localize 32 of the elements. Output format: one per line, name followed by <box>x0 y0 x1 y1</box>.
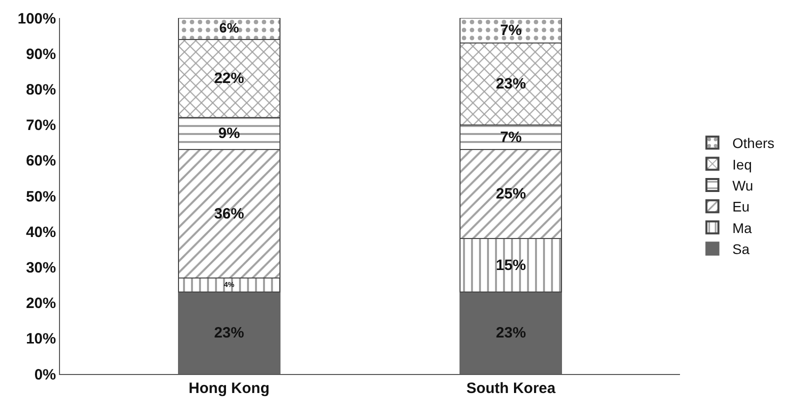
y-tick-label: 100% <box>18 10 56 28</box>
bar <box>460 292 562 374</box>
data-label: 7% <box>500 128 522 146</box>
y-tick-label: 80% <box>26 81 56 98</box>
y-tick-label: 0% <box>34 366 56 384</box>
text: Ma <box>732 220 752 236</box>
y-tick-label: 20% <box>26 295 56 312</box>
data-label: 23% <box>496 324 526 342</box>
x-tick-label: Hong Kong <box>188 380 270 397</box>
y-tick-label: 50% <box>26 188 56 206</box>
data-label: 25% <box>496 186 526 203</box>
data-label: 36% <box>214 205 244 222</box>
text: Ieq <box>732 156 752 172</box>
text: Wu <box>732 177 754 194</box>
y-tick-label: 60% <box>26 152 56 170</box>
x-tick-label: South Korea <box>466 380 556 397</box>
bar <box>178 292 280 374</box>
text: Others <box>732 135 774 152</box>
data-label: 9% <box>218 125 240 142</box>
text: Eu <box>732 198 750 215</box>
data-label: 15% <box>496 256 526 274</box>
data-label: 23% <box>214 324 244 342</box>
data-label: 23% <box>496 75 526 92</box>
y-tick-label: 90% <box>26 46 56 63</box>
y-tick-label: 40% <box>26 224 56 241</box>
y-tick-label: 10% <box>26 330 56 348</box>
legend-label: Sa <box>732 241 750 258</box>
data-label: 22% <box>214 70 244 88</box>
y-tick-label: 70% <box>26 117 56 134</box>
data-label: 7% <box>500 22 522 39</box>
y-tick-label: 30% <box>26 259 56 276</box>
data-label: 6% <box>219 20 239 36</box>
